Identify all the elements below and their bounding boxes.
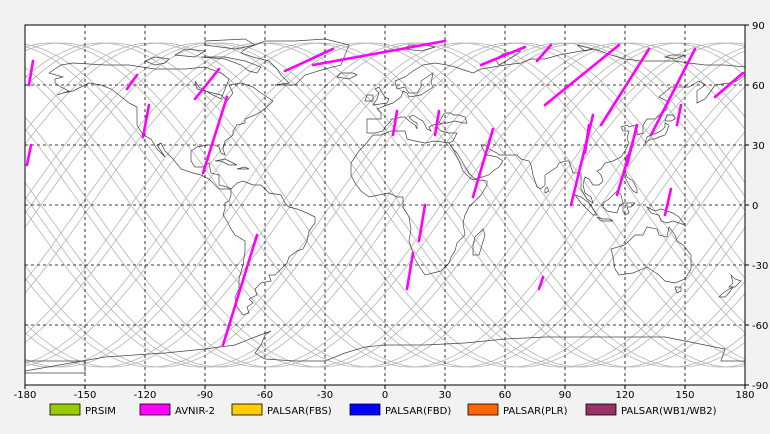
coastline: [204, 38, 256, 50]
y-tick-label: 30: [752, 141, 765, 152]
acquisition-swath: [479, 45, 527, 67]
legend-label: PALSAR(PLR): [503, 406, 568, 417]
coastline: [664, 114, 676, 122]
acquisition-swath: [471, 127, 495, 199]
coastline: [364, 94, 374, 102]
y-tick-label: -90: [752, 381, 768, 392]
coastline: [645, 206, 686, 226]
x-tick-label: 60: [499, 390, 512, 401]
legend-label: PALSAR(FBS): [267, 406, 332, 417]
acquisition-swath: [417, 203, 427, 243]
coastline: [200, 56, 262, 74]
y-tick-label: -60: [752, 321, 768, 332]
legend-swatch: [139, 403, 171, 416]
coastline: [728, 273, 742, 288]
x-tick-label: -60: [257, 390, 273, 401]
x-tick-label: -30: [317, 390, 333, 401]
legend-label: PALSAR(FBD): [385, 406, 451, 417]
x-tick-label: 30: [439, 390, 452, 401]
legend-swatch: [49, 403, 81, 416]
acquisition-swath: [311, 39, 447, 67]
acquisition-swath: [25, 143, 33, 167]
acquisition-swath: [535, 43, 553, 63]
coastline: [624, 168, 638, 194]
coastline: [718, 286, 735, 298]
acquisition-swath: [391, 109, 399, 137]
acquisition-swath: [649, 47, 697, 137]
coastline: [336, 72, 358, 80]
acquisition-swath: [283, 47, 335, 73]
x-tick-label: 90: [559, 390, 572, 401]
coastline: [366, 48, 745, 204]
x-tick-label: 150: [675, 390, 694, 401]
coastlines: [25, 38, 745, 385]
coastline: [214, 158, 238, 166]
coastline: [610, 226, 692, 284]
coastline: [236, 166, 250, 170]
latitude-ticks: 90 60 30 0 -30 -60 -90: [745, 21, 768, 392]
acquisition-swath: [663, 187, 673, 217]
acquisition-swath: [141, 103, 151, 139]
coastline: [544, 186, 550, 194]
coastline: [48, 62, 274, 190]
legend-label: PALSAR(WB1/WB2): [621, 406, 717, 417]
x-tick-label: -90: [197, 390, 213, 401]
acquisition-swath: [433, 109, 441, 137]
acquisition-swath: [405, 251, 415, 291]
acquisition-swath: [599, 47, 651, 127]
acquisition-swath: [125, 73, 139, 91]
legend-label: AVNIR-2: [175, 406, 215, 417]
coastline: [472, 228, 486, 256]
legend-swatch: [467, 403, 499, 416]
coastline: [404, 44, 436, 52]
acquisition-swath: [543, 43, 621, 107]
x-tick-label: -150: [74, 390, 97, 401]
coastline: [372, 86, 390, 106]
acquisition-swath: [193, 67, 221, 101]
coastline: [596, 216, 614, 222]
coastline: [350, 130, 488, 276]
acquisition-swath: [569, 113, 595, 207]
coastline: [674, 286, 682, 294]
coastline: [144, 56, 170, 66]
acquisition-swath: [625, 123, 639, 167]
y-tick-label: 0: [752, 201, 758, 212]
acquisition-swath: [675, 103, 683, 127]
coastline: [25, 330, 745, 385]
x-tick-label: 120: [615, 390, 634, 401]
x-tick-label: 0: [382, 390, 388, 401]
longitude-ticks: -180 -150 -120 -90 -60 -30 0 30 60 90 120 150 180: [14, 385, 755, 401]
acquisition-swaths: [25, 39, 745, 347]
legend: PRSIM AVNIR-2 PALSAR(FBS) PALSAR(FBD) PALSAR…: [49, 403, 717, 417]
y-tick-label: 60: [752, 81, 765, 92]
coastline: [576, 44, 594, 52]
legend-swatch: [231, 403, 263, 416]
x-tick-label: -120: [134, 390, 157, 401]
coastline: [222, 180, 316, 316]
acquisition-swath: [537, 275, 545, 291]
coastline: [240, 38, 350, 86]
acquisition-swath: [713, 71, 745, 99]
legend-label: PRSIM: [85, 406, 116, 417]
y-tick-label: -30: [752, 261, 768, 272]
acquisition-swath: [221, 233, 259, 347]
legend-swatch: [349, 403, 381, 416]
x-tick-label: -180: [14, 390, 37, 401]
coastline: [622, 202, 636, 216]
x-tick-label: 180: [735, 390, 754, 401]
acquisition-swath: [201, 95, 229, 175]
legend-swatch: [585, 403, 617, 416]
acquisition-swath: [27, 59, 35, 87]
y-tick-label: 90: [752, 21, 765, 32]
